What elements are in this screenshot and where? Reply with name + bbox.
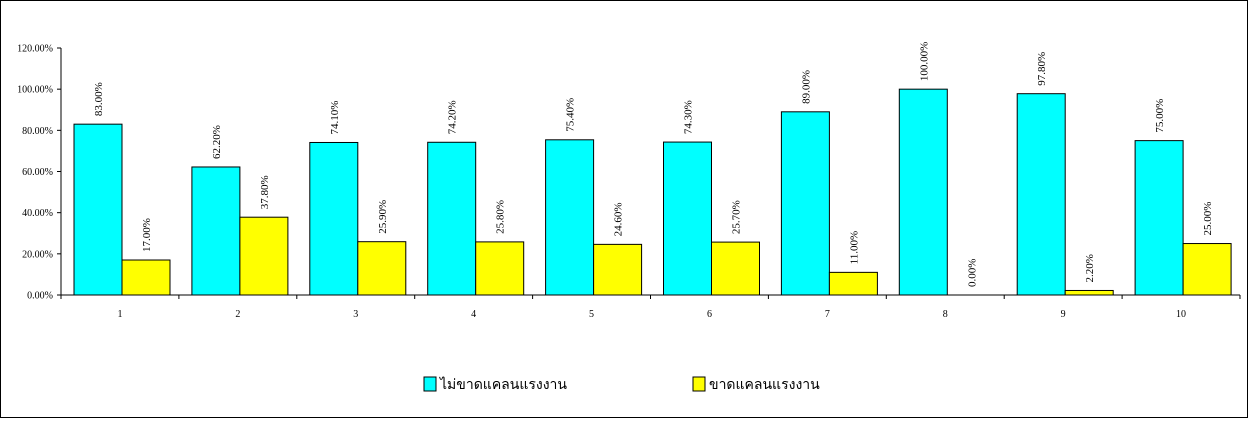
chart-bars: 83.00% 62.20% 74.10% 74.20% 75.40% 74.30% 89.0… xyxy=(73,42,1232,296)
bar-series2 xyxy=(121,259,171,296)
legend-label-1: ไม่ขาดแคลนแรงงาน xyxy=(439,376,567,393)
data-label: 74.20% xyxy=(447,100,459,134)
x-tick-label: 8 xyxy=(943,309,948,320)
bar-series2 xyxy=(593,243,643,296)
bar-series1 xyxy=(545,139,595,296)
data-label: 74.10% xyxy=(329,101,341,135)
bar-series1 xyxy=(427,141,477,296)
data-label: 75.40% xyxy=(565,98,577,132)
x-tick-label: 10 xyxy=(1176,309,1186,320)
chart-legend: ไม่ขาดแคลนแรงงาน ขาดแคลนแรงงาน xyxy=(423,376,820,393)
x-tick-label: 5 xyxy=(589,309,594,320)
bar-series2 xyxy=(357,241,407,296)
data-label: 25.00% xyxy=(1202,202,1214,236)
data-label: 100.00% xyxy=(918,42,930,81)
data-label: 25.90% xyxy=(377,200,389,234)
bar-series1 xyxy=(663,141,712,296)
y-tick-label: 60.00% xyxy=(22,167,53,178)
x-tick-label: 2 xyxy=(235,309,240,320)
bar-series2 xyxy=(239,216,289,296)
bar-series1 xyxy=(73,123,123,296)
data-label: 89.00% xyxy=(800,70,812,104)
bar-series1 xyxy=(191,166,241,296)
data-label: 11.00% xyxy=(848,231,860,265)
data-label: 75.00% xyxy=(1154,99,1166,133)
y-tick-label: 20.00% xyxy=(22,249,53,260)
bar-series1 xyxy=(1134,140,1184,296)
bar-series1 xyxy=(898,88,948,296)
y-tick-label: 120.00% xyxy=(17,44,53,55)
bar-series1 xyxy=(780,111,830,296)
bar-series1 xyxy=(1016,93,1066,296)
bar-series2 xyxy=(828,271,878,296)
x-tick-label: 4 xyxy=(471,309,476,320)
legend-swatch-1 xyxy=(423,376,437,392)
x-tick-label: 9 xyxy=(1061,309,1066,320)
data-label: 2.20% xyxy=(1084,254,1096,282)
legend-label-2: ขาดแคลนแรงงาน xyxy=(709,378,820,393)
data-label: 25.70% xyxy=(731,200,743,234)
x-tick-label: 7 xyxy=(825,309,830,320)
y-tick-label: 0.00% xyxy=(27,291,53,302)
x-tick-label: 3 xyxy=(353,309,358,320)
data-label: 97.80% xyxy=(1036,52,1048,86)
data-label: 74.30% xyxy=(683,100,695,134)
legend-swatch-2 xyxy=(692,376,706,392)
bar-series2 xyxy=(1182,243,1232,296)
data-label: 37.80% xyxy=(259,175,271,209)
bar-series2 xyxy=(475,241,525,296)
data-label: 0.00% xyxy=(966,259,978,287)
bar-series2 xyxy=(711,241,760,296)
y-tick-label: 40.00% xyxy=(22,208,53,219)
data-label: 25.80% xyxy=(495,200,507,234)
data-label: 83.00% xyxy=(93,82,105,116)
y-tick-label: 100.00% xyxy=(17,85,53,96)
x-tick-label: 6 xyxy=(707,309,712,320)
bar-series1 xyxy=(309,141,359,296)
y-tick-label: 80.00% xyxy=(22,126,53,137)
data-label: 24.60% xyxy=(613,202,625,236)
bar-series2 xyxy=(1064,289,1114,296)
data-label: 62.20% xyxy=(211,125,223,159)
data-label: 17.00% xyxy=(141,218,153,252)
x-tick-label: 1 xyxy=(117,309,122,320)
